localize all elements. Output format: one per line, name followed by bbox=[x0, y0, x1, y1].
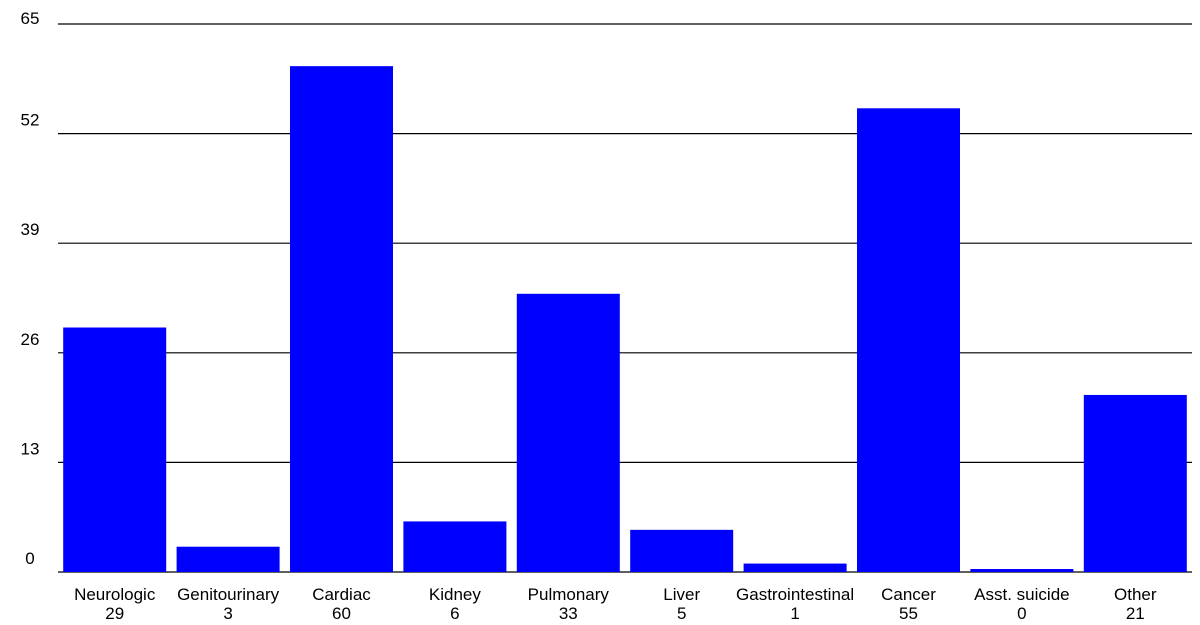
bar-value-label: 6 bbox=[450, 604, 459, 623]
bar bbox=[857, 108, 960, 573]
x-axis-labels: Neurologic29Genitourinary3Cardiac60Kidne… bbox=[74, 585, 1157, 623]
y-tick-label: 39 bbox=[21, 220, 40, 239]
bar-value-label: 21 bbox=[1126, 604, 1145, 623]
bar-value-label: 3 bbox=[223, 604, 232, 623]
x-category-label: Genitourinary bbox=[177, 585, 280, 604]
bar bbox=[743, 563, 847, 572]
bar-value-label: 29 bbox=[105, 604, 124, 623]
bar-value-label: 60 bbox=[332, 604, 351, 623]
bar-value-label: 5 bbox=[677, 604, 686, 623]
bar bbox=[516, 293, 620, 572]
bar bbox=[176, 546, 280, 572]
x-category-label: Neurologic bbox=[74, 585, 156, 604]
bar bbox=[403, 521, 507, 572]
x-category-label: Cardiac bbox=[312, 585, 371, 604]
y-tick-label: 52 bbox=[21, 111, 40, 130]
y-tick-label: 65 bbox=[21, 9, 40, 28]
bar bbox=[970, 569, 1074, 572]
x-category-label: Pulmonary bbox=[528, 585, 610, 604]
y-tick-label: 13 bbox=[21, 439, 40, 458]
bar-value-label: 1 bbox=[790, 604, 799, 623]
bar bbox=[1083, 394, 1187, 572]
x-category-label: Liver bbox=[663, 585, 700, 604]
bars bbox=[63, 66, 1187, 573]
bar-value-label: 33 bbox=[559, 604, 578, 623]
x-category-label: Gastrointestinal bbox=[736, 585, 854, 604]
x-category-label: Cancer bbox=[881, 585, 936, 604]
bar-value-label: 55 bbox=[899, 604, 918, 623]
y-tick-label: 0 bbox=[25, 549, 34, 568]
y-tick-label: 26 bbox=[21, 330, 40, 349]
bar-value-label: 0 bbox=[1017, 604, 1026, 623]
gridlines bbox=[58, 23, 1192, 573]
y-axis-ticks: 0 13 26 39 52 65 bbox=[21, 9, 40, 568]
bar bbox=[63, 327, 167, 572]
x-category-label: Asst. suicide bbox=[974, 585, 1069, 604]
bar bbox=[630, 529, 734, 572]
bar bbox=[290, 66, 393, 573]
x-category-label: Other bbox=[1114, 585, 1157, 604]
x-category-label: Kidney bbox=[429, 585, 481, 604]
